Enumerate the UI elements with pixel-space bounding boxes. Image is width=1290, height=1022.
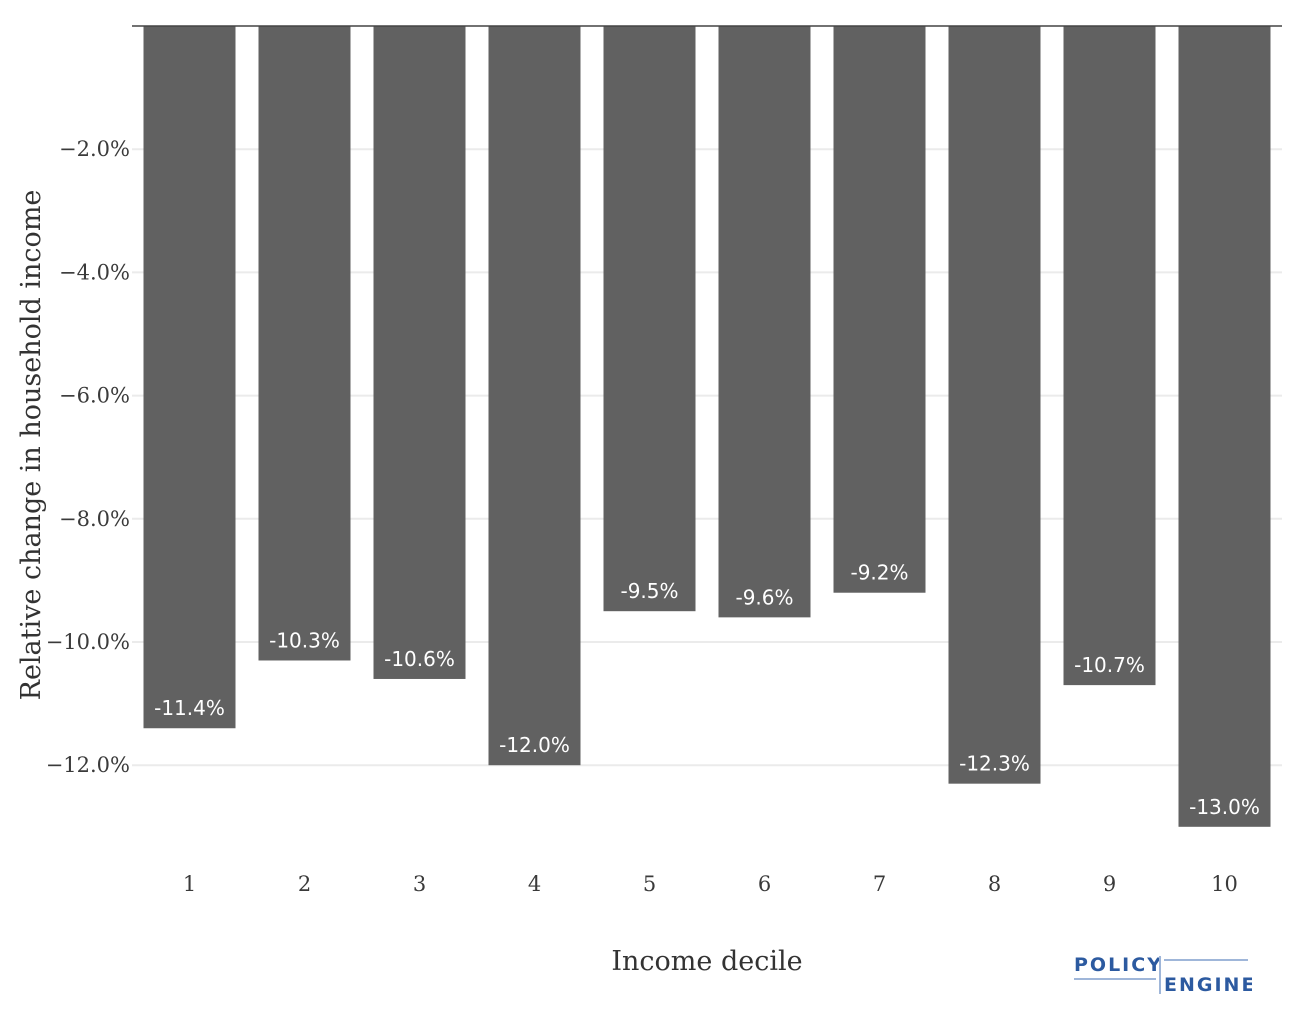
data-label: -9.5% [620,579,678,603]
y-tick-label: −12.0% [46,753,130,777]
logo-line2: ENGINE [1164,974,1252,996]
data-label: -11.4% [154,696,225,720]
y-tick-label: −6.0% [59,384,130,408]
logo-line1: POLICY [1074,954,1163,976]
data-label: -10.6% [384,647,455,671]
x-tick-label: 5 [643,872,656,896]
x-tick-label: 9 [1103,872,1116,896]
x-tick-label: 10 [1211,872,1238,896]
bar-decile-6 [718,26,811,618]
x-tick-label: 1 [183,872,196,896]
y-tick-label: −10.0% [46,630,130,654]
y-axis-ticks: −2.0% −4.0% −6.0% −8.0% −10.0% −12.0% [46,137,130,777]
data-label: -10.7% [1074,653,1145,677]
bars [143,26,1271,827]
data-labels: -11.4% -10.3% -10.6% -12.0% -9.5% -9.6% -9.2% -… [154,561,1260,819]
x-axis-title: Income decile [611,946,802,977]
bar-decile-2 [258,26,351,661]
x-tick-label: 7 [873,872,886,896]
x-axis-ticks: 1 2 3 4 5 6 7 8 9 10 [183,872,1238,896]
bar-decile-10 [1178,26,1271,827]
x-tick-label: 4 [528,872,541,896]
bar-decile-7 [833,26,926,593]
data-label: -9.6% [735,585,793,609]
bar-decile-1 [143,26,236,729]
bar-decile-5 [603,26,696,612]
data-label: -13.0% [1189,795,1260,819]
data-label: -9.2% [850,561,908,585]
y-tick-label: −8.0% [59,507,130,531]
bar-decile-8 [948,26,1041,784]
x-tick-label: 6 [758,872,771,896]
y-axis-title: Relative change in household income [16,190,47,701]
bar-decile-3 [373,26,466,679]
data-label: -12.3% [959,752,1030,776]
bar-decile-4 [488,26,581,766]
y-tick-label: −4.0% [59,260,130,284]
x-tick-label: 8 [988,872,1001,896]
bar-decile-9 [1063,26,1156,686]
x-tick-label: 2 [298,872,311,896]
data-label: -10.3% [269,628,340,652]
y-tick-label: −2.0% [59,137,130,161]
data-label: -12.0% [499,733,570,757]
policyengine-logo: POLICY ENGINE [1074,954,1252,996]
x-tick-label: 3 [413,872,426,896]
